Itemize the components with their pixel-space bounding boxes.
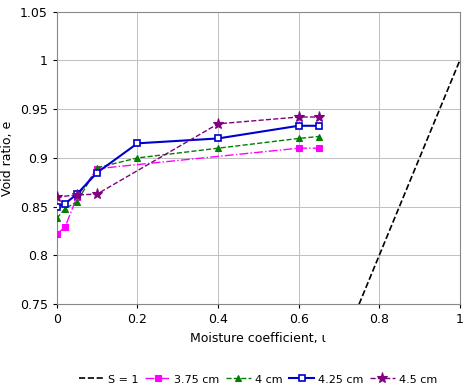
- 3.75 cm: [296, 146, 301, 151]
- 4.25 cm: [62, 202, 68, 206]
- 4 cm: [215, 146, 221, 151]
- Legend: S = 1, 3.75 cm, 4 cm, 4.25 cm, 4.5 cm: S = 1, 3.75 cm, 4 cm, 4.25 cm, 4.5 cm: [79, 374, 438, 385]
- 4 cm: [74, 200, 80, 204]
- 3.75 cm: [74, 195, 80, 199]
- 4.25 cm: [215, 136, 221, 141]
- 4.25 cm: [54, 204, 60, 209]
- 3.75 cm: [54, 232, 60, 236]
- 4 cm: [296, 136, 301, 141]
- 3.75 cm: [316, 146, 321, 151]
- 4 cm: [54, 216, 60, 221]
- Line: 3.75 cm: 3.75 cm: [54, 145, 322, 238]
- 4.25 cm: [316, 124, 321, 128]
- 4.5 cm: [94, 192, 100, 197]
- 4 cm: [316, 134, 321, 139]
- 4.5 cm: [74, 193, 80, 197]
- 3.75 cm: [62, 225, 68, 230]
- Line: 4.5 cm: 4.5 cm: [51, 112, 324, 202]
- Line: 4 cm: 4 cm: [54, 133, 322, 222]
- 4.25 cm: [74, 192, 80, 197]
- 4.5 cm: [54, 195, 60, 199]
- 4.5 cm: [316, 115, 321, 119]
- X-axis label: Moisture coefficient, ι: Moisture coefficient, ι: [191, 332, 326, 345]
- 3.75 cm: [94, 167, 100, 171]
- Y-axis label: Void ratio, e: Void ratio, e: [1, 121, 14, 195]
- 4.5 cm: [215, 122, 221, 126]
- 4.5 cm: [296, 115, 301, 119]
- 4.25 cm: [296, 124, 301, 128]
- 4 cm: [135, 156, 140, 160]
- 4 cm: [62, 206, 68, 211]
- 4.25 cm: [135, 141, 140, 146]
- 4 cm: [94, 165, 100, 170]
- Line: 4.25 cm: 4.25 cm: [54, 122, 322, 210]
- 4.25 cm: [94, 170, 100, 175]
